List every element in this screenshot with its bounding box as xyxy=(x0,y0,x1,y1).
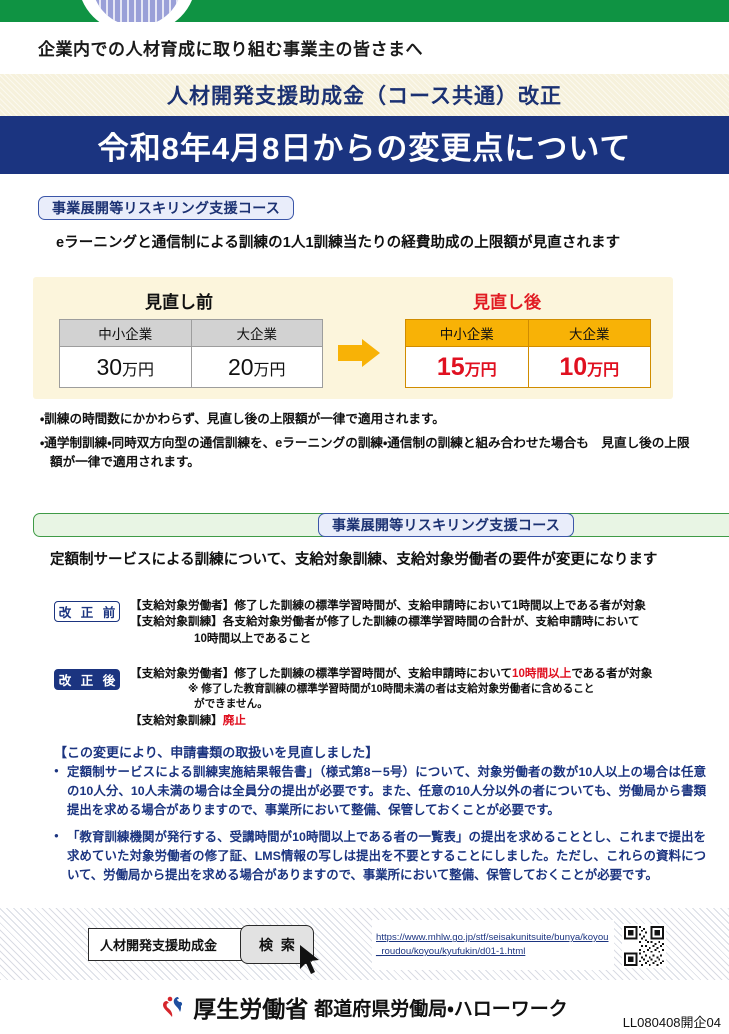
document-code: LL080408開企04 xyxy=(622,1015,721,1030)
section1-notes: ・訓練の時間数にかかわらず、見直し後の上限額が一律で適用されます。 ・通学制訓練… xyxy=(40,410,700,477)
cell-header-sme-after: 中小企業 xyxy=(405,319,529,347)
ministry-name: 厚生労働省 xyxy=(193,996,309,1022)
cell-value-sme-after: 15万円 xyxy=(405,346,529,388)
cell-value-sme-before: 30万円 xyxy=(59,346,192,388)
cell-header-large-after: 大企業 xyxy=(527,319,651,347)
value-unit: 万円 xyxy=(253,361,286,379)
lead-line: 企業内での人材育成に取り組む事業主の皆さまへ xyxy=(38,40,423,59)
striped-dome-icon xyxy=(92,0,182,22)
ministry-line: 厚生労働省 都道府県労働局・ハローワーク xyxy=(0,990,729,1024)
url-panel[interactable]: https://www.mhlw.go.jp/stf/seisakunitsui… xyxy=(372,920,614,970)
course-badge-reskilling: 事業展開等リスキリング支援コース xyxy=(38,196,295,220)
notice-list: 定額制サービスによる訓練実施結果報告書」（様式第8－5号）について、対象労働者の… xyxy=(54,763,706,892)
before-line-2: 【支給対象訓練】各支給対象労働者が修了した訓練の標準学習時間の合計が、支給申請時… xyxy=(130,615,640,629)
cell-value-large-before: 20万円 xyxy=(190,346,323,388)
page-title: 令和8年4月8日からの変更点について xyxy=(97,130,632,166)
list-item: 「教育訓練機関が発行する、受講時間が10時間以上である者の一覧表」の提出を求める… xyxy=(54,828,706,886)
before-line-1: 【支給対象労働者】修了した訓練の標準学習時間が、支給申請時において1時間以上であ… xyxy=(130,599,646,612)
before-line-3: 10時間以上であること xyxy=(194,631,312,645)
subtitle-text: 人材開発支援助成金（コース共通）改正 xyxy=(167,85,562,108)
label-after: 見直し後 xyxy=(473,293,541,312)
value-num: 15 xyxy=(436,352,465,381)
search-term-text: 人材開発支援助成金 xyxy=(100,938,218,953)
after-line-2: ※ 修了した教育訓練の標準学習時間が10時間未満の者は支給対象労働者に含めること xyxy=(188,683,595,696)
top-green-band xyxy=(0,0,729,22)
after-line-1: 【支給対象労働者】修了した訓練の標準学習時間が、支給申請時において10時間以上で… xyxy=(130,666,726,682)
section1-description: eラーニングと通信制による訓練の1人1訓練当たりの経費助成の上限額が見直されます xyxy=(56,235,621,251)
value-unit: 万円 xyxy=(587,361,620,379)
after-line-4: 【支給対象訓練】廃止 xyxy=(130,713,726,729)
value-num: 20 xyxy=(227,353,254,380)
table-after: 中小企業 大企業 15万円 10万円 xyxy=(405,319,651,388)
after-line-4-highlight: 廃止 xyxy=(222,713,246,727)
section2-description: 定額制サービスによる訓練について、支給対象訓練、支給対象労働者の要件が変更になり… xyxy=(50,552,658,568)
after-line-3: ができません。 xyxy=(194,698,268,711)
after-revision-body: 【支給対象労働者】修了した訓練の標準学習時間が、支給申請時において10時間以上で… xyxy=(130,666,726,729)
course-badge-reskilling-2: 事業展開等リスキリング支援コース xyxy=(318,513,575,537)
url-link[interactable]: https://www.mhlw.go.jp/stf/seisakunitsui… xyxy=(376,932,609,957)
after-line-1-highlight: 10時間以上 xyxy=(512,667,572,680)
badge-before-revision: 改 正 前 xyxy=(54,601,120,622)
table-row: 中小企業 大企業 xyxy=(405,319,651,347)
value-unit: 万円 xyxy=(464,361,497,379)
after-line-1-post: である者が対象 xyxy=(571,667,653,680)
before-revision-body: 【支給対象労働者】修了した訓練の標準学習時間が、支給申請時において1時間以上であ… xyxy=(130,598,726,647)
table-row: 30万円 20万円 xyxy=(59,346,323,388)
value-num: 30 xyxy=(96,353,123,380)
cell-header-sme-before: 中小企業 xyxy=(59,319,192,347)
table-row: 中小企業 大企業 xyxy=(59,319,323,347)
ministry-subtitle: 都道府県労働局・ハローワーク xyxy=(314,998,568,1020)
subtitle-band: 人材開発支援助成金（コース共通）改正 xyxy=(0,74,729,116)
after-line-4-pre: 【支給対象訓練】 xyxy=(130,713,223,727)
cell-header-large-before: 大企業 xyxy=(190,319,323,347)
table-before: 中小企業 大企業 30万円 20万円 xyxy=(59,319,323,388)
note-item: ・訓練の時間数にかかわらず、見直し後の上限額が一律で適用されます。 xyxy=(40,412,445,426)
list-item: 定額制サービスによる訓練実施結果報告書」（様式第8－5号）について、対象労働者の… xyxy=(54,763,706,821)
notice-title: 【この変更により、申請書類の取扱いを見直しました】 xyxy=(54,745,379,760)
cell-value-large-after: 10万円 xyxy=(527,346,651,388)
table-row: 15万円 10万円 xyxy=(405,346,651,388)
note-item: ・通学制訓練・同時双方向型の通信訓練を、eラーニングの訓練・通信制の訓練と組み合… xyxy=(40,435,690,470)
qr-code-icon xyxy=(622,924,666,968)
label-before: 見直し前 xyxy=(145,293,213,312)
cursor-pointer-icon xyxy=(300,945,319,974)
after-line-1-pre: 【支給対象労働者】修了した訓練の標準学習時間が、支給申請時において xyxy=(130,667,513,680)
mhlw-logo-icon xyxy=(163,996,183,1017)
badge-after-revision: 改 正 後 xyxy=(54,669,120,690)
title-band: 令和8年4月8日からの変更点について xyxy=(0,116,729,174)
value-unit: 万円 xyxy=(122,361,155,379)
comparison-panel: 見直し前 見直し後 中小企業 大企業 30万円 20万円 中小企業 大企業 15… xyxy=(33,277,673,399)
value-num: 10 xyxy=(559,352,588,381)
